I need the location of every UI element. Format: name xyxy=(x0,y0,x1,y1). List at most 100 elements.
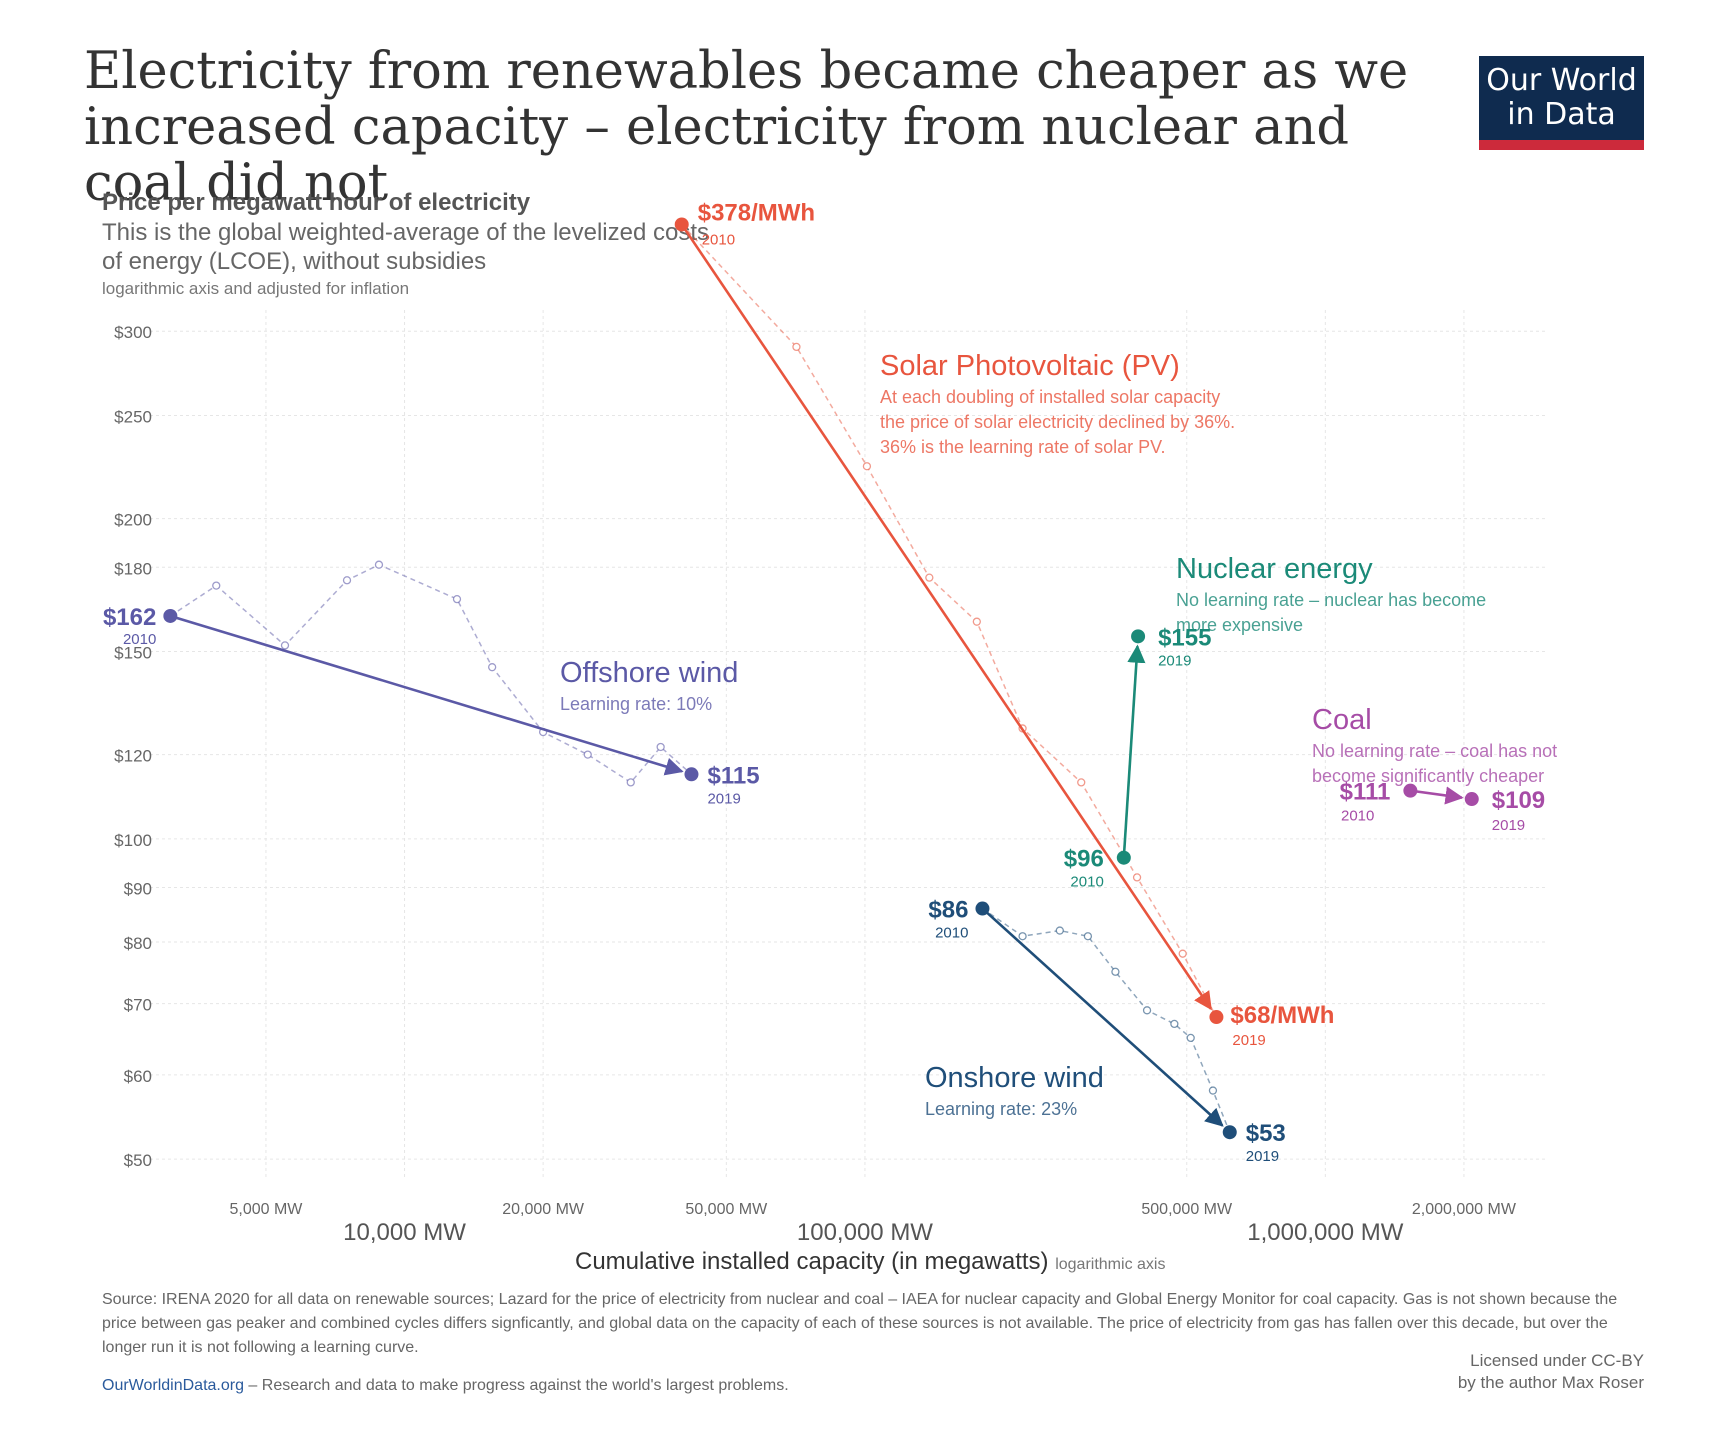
x-axis-scale-note: logarithmic axis xyxy=(1055,1256,1166,1273)
nuclear-energy-end-value: $155 xyxy=(1158,624,1211,651)
onshore-wind-series-name: Onshore wind xyxy=(925,1062,1104,1094)
onshore-wind-series-note: Learning rate: 23% xyxy=(925,1099,1077,1119)
y-tick-label: $200 xyxy=(114,511,152,530)
solar-photovoltaic-pv-annual-line xyxy=(681,223,1218,1018)
solar-photovoltaic-pv-end-year: 2019 xyxy=(1232,1032,1265,1049)
offshore-wind-end-value: $115 xyxy=(707,762,759,789)
onshore-wind-annual-point xyxy=(1055,926,1064,935)
offshore-wind-annual-point xyxy=(583,750,592,759)
solar-photovoltaic-pv-annual-point xyxy=(862,462,872,471)
coal-start-point xyxy=(1403,783,1418,798)
y-tick-label: $120 xyxy=(114,747,152,766)
solar-photovoltaic-pv-annual-point xyxy=(792,342,801,352)
solar-photovoltaic-pv-annual-point xyxy=(925,573,934,582)
onshore-wind-start-year: 2010 xyxy=(935,925,968,942)
solar-photovoltaic-pv-series-name: Solar Photovoltaic (PV) xyxy=(880,350,1180,382)
coal-series-name: Coal xyxy=(1312,704,1372,736)
y-tick-label: $180 xyxy=(114,559,152,578)
offshore-wind-annual-point xyxy=(280,641,290,650)
nuclear-energy-series-name: Nuclear energy xyxy=(1176,553,1373,585)
solar-photovoltaic-pv-end-point xyxy=(1209,1010,1224,1025)
x-tick-label: 20,000 MW xyxy=(502,1201,585,1218)
onshore-wind-annual-point xyxy=(1083,932,1093,941)
nuclear-energy-start-value: $96 xyxy=(1064,846,1104,873)
onshore-wind-trend-arrow xyxy=(981,907,1224,1127)
y-tick-label: $50 xyxy=(124,1151,152,1170)
solar-photovoltaic-pv-annual-point xyxy=(1178,949,1187,958)
solar-photovoltaic-pv-trend-arrow xyxy=(680,223,1212,1011)
nuclear-energy-end-point xyxy=(1131,629,1146,644)
onshore-wind-annual-point xyxy=(1018,932,1027,941)
license-line-1: Licensed under CC-BY xyxy=(1470,1351,1644,1370)
nuclear-energy-start-point xyxy=(1116,850,1131,865)
site-line: OurWorldinData.org – Research and data t… xyxy=(102,1374,1622,1398)
x-axis-label-block: Cumulative installed capacity (in megawa… xyxy=(575,1248,1165,1276)
onshore-wind-annual-line xyxy=(982,907,1231,1133)
y-tick-label: $150 xyxy=(114,644,152,663)
site-link[interactable]: OurWorldinData.org xyxy=(102,1377,244,1394)
solar-photovoltaic-pv-series-note: the price of solar electricity declined … xyxy=(880,412,1235,432)
chart-title: Electricity from renewables became cheap… xyxy=(84,42,1409,213)
coal-start-year: 2010 xyxy=(1341,808,1374,825)
x-tick-label-major: 1,000,000 MW xyxy=(1247,1219,1403,1246)
offshore-wind-annual-point xyxy=(626,778,635,787)
offshore-wind-series-note: Learning rate: 10% xyxy=(560,694,712,714)
nuclear-energy-trend-arrow xyxy=(1122,644,1146,858)
x-tick-label-major: 10,000 MW xyxy=(343,1219,466,1246)
y-tick-label: $90 xyxy=(124,880,152,899)
onshore-wind-annual-point xyxy=(1111,967,1120,976)
solar-photovoltaic-pv-start-year: 2010 xyxy=(702,231,735,248)
onshore-wind-annual-point xyxy=(1142,1006,1152,1015)
offshore-wind-start-point xyxy=(163,608,178,623)
coal-end-year: 2019 xyxy=(1492,817,1525,834)
offshore-wind-annual-line xyxy=(169,563,692,784)
y-tick-label: $300 xyxy=(114,323,152,342)
coal-trend-arrow xyxy=(1410,786,1464,805)
offshore-wind-series-name: Offshore wind xyxy=(560,657,738,689)
y-tick-label: $250 xyxy=(114,407,152,426)
offshore-wind-annual-point xyxy=(374,560,384,569)
solar-photovoltaic-pv-start-value: $378/MWh xyxy=(698,199,815,226)
y-tick-label: $70 xyxy=(124,996,152,1015)
onshore-wind-start-point xyxy=(975,901,990,916)
onshore-wind-end-value: $53 xyxy=(1246,1120,1286,1147)
offshore-wind-annual-point xyxy=(488,663,497,672)
solar-photovoltaic-pv-series-note: 36% is the learning rate of solar PV. xyxy=(880,437,1166,457)
offshore-wind-annual-point xyxy=(342,576,352,585)
x-axis-label: Cumulative installed capacity (in megawa… xyxy=(575,1248,1049,1275)
offshore-wind-end-point xyxy=(684,767,699,782)
offshore-wind-annual-point xyxy=(656,742,665,752)
x-tick-label: 500,000 MW xyxy=(1141,1201,1233,1218)
y-axis-label-block: Price per megawatt hour of electricity T… xyxy=(102,188,722,302)
site-tagline: – Research and data to make progress aga… xyxy=(243,1377,789,1394)
offshore-wind-end-year: 2019 xyxy=(707,790,740,807)
onshore-wind-annual-point xyxy=(1186,1033,1195,1043)
y-tick-label: $60 xyxy=(124,1067,152,1086)
onshore-wind-annual-point xyxy=(1208,1086,1218,1095)
offshore-wind-trend-arrow xyxy=(169,614,684,776)
nuclear-energy-start-year: 2010 xyxy=(1070,874,1103,891)
onshore-wind-end-year: 2019 xyxy=(1246,1148,1279,1165)
offshore-wind-annual-point xyxy=(212,581,221,590)
solar-photovoltaic-pv-series-note: At each doubling of installed solar capa… xyxy=(880,387,1220,407)
license-line-2: by the author Max Roser xyxy=(1457,1373,1644,1392)
y-axis-subtitle: This is the global weighted-average of t… xyxy=(102,219,710,275)
onshore-wind-annual-point xyxy=(1170,1019,1179,1029)
coal-end-point xyxy=(1464,792,1479,807)
solar-photovoltaic-pv-annual-point xyxy=(1132,873,1142,882)
solar-photovoltaic-pv-end-value: $68/MWh xyxy=(1230,1002,1334,1029)
solar-photovoltaic-pv-annual-point xyxy=(1077,778,1086,787)
footer: Source: IRENA 2020 for all data on renew… xyxy=(102,1288,1622,1398)
x-tick-label: 50,000 MW xyxy=(685,1201,768,1218)
offshore-wind-start-year: 2010 xyxy=(123,631,156,648)
coal-series-note: become significantly cheaper xyxy=(1312,766,1544,786)
nuclear-energy-series-note: more expensive xyxy=(1176,615,1303,635)
onshore-wind-end-point xyxy=(1222,1125,1237,1140)
x-tick-label: 5,000 MW xyxy=(229,1201,303,1218)
y-tick-label: $100 xyxy=(114,831,152,850)
owid-logo[interactable]: Our World in Data xyxy=(1479,56,1644,150)
y-axis-scale-note: logarithmic axis and adjusted for inflat… xyxy=(102,279,410,298)
logo-line-2: in Data xyxy=(1507,97,1616,132)
logo-line-1: Our World xyxy=(1486,63,1637,98)
